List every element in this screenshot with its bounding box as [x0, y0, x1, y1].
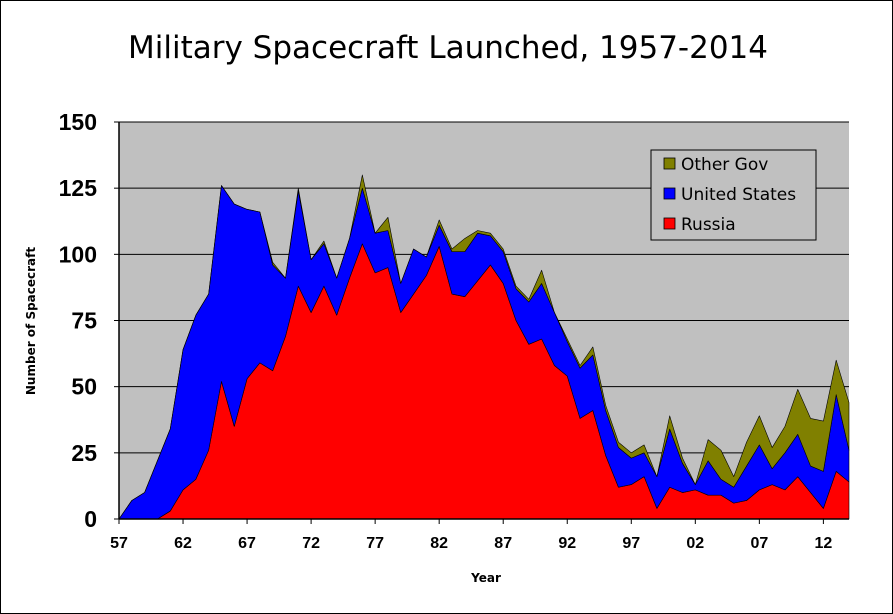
series-areas — [118, 174, 850, 520]
x-tick-label-12: 12 — [814, 535, 832, 552]
legend-swatch-other-gov — [663, 157, 676, 170]
x-tick-label-77: 77 — [366, 535, 384, 552]
x-axis-label: Year — [470, 571, 501, 585]
y-axis-label: Number of Spacecraft — [24, 247, 38, 395]
x-tick-label-62: 62 — [174, 535, 192, 552]
x-tick-label-02: 02 — [686, 535, 704, 552]
x-tick-label-92: 92 — [558, 535, 576, 552]
y-tick-label-125: 125 — [59, 175, 98, 201]
x-tick-label-67: 67 — [238, 535, 256, 552]
y-axis-ticks: 0 25 50 75 100 125 150 — [59, 109, 119, 532]
legend-label-russia: Russia — [681, 215, 736, 235]
x-tick-label-82: 82 — [430, 535, 448, 552]
legend-label-united-states: United States — [681, 185, 796, 205]
x-tick-label-07: 07 — [750, 535, 768, 552]
legend-label-other-gov: Other Gov — [681, 155, 768, 175]
y-tick-label-75: 75 — [71, 308, 97, 334]
legend-swatch-russia — [663, 217, 676, 230]
legend-box — [650, 149, 817, 241]
y-tick-label-25: 25 — [71, 440, 97, 466]
x-axis-ticks: 57 62 67 72 77 82 87 92 97 02 07 12 — [110, 519, 832, 552]
x-tick-label-87: 87 — [494, 535, 512, 552]
legend-swatch-united-states — [663, 187, 676, 200]
y-tick-label-100: 100 — [59, 241, 97, 267]
area-other-gov — [118, 174, 850, 520]
x-tick-label-97: 97 — [622, 535, 640, 552]
x-tick-label-57: 57 — [110, 535, 128, 552]
chart-title: Military Spacecraft Launched, 1957-2014 — [128, 30, 768, 66]
x-tick-label-72: 72 — [302, 535, 320, 552]
y-tick-label-50: 50 — [71, 374, 97, 400]
y-tick-label-0: 0 — [84, 506, 97, 532]
legend: Other Gov United States Russia — [650, 149, 817, 241]
y-tick-label-150: 150 — [59, 109, 97, 135]
